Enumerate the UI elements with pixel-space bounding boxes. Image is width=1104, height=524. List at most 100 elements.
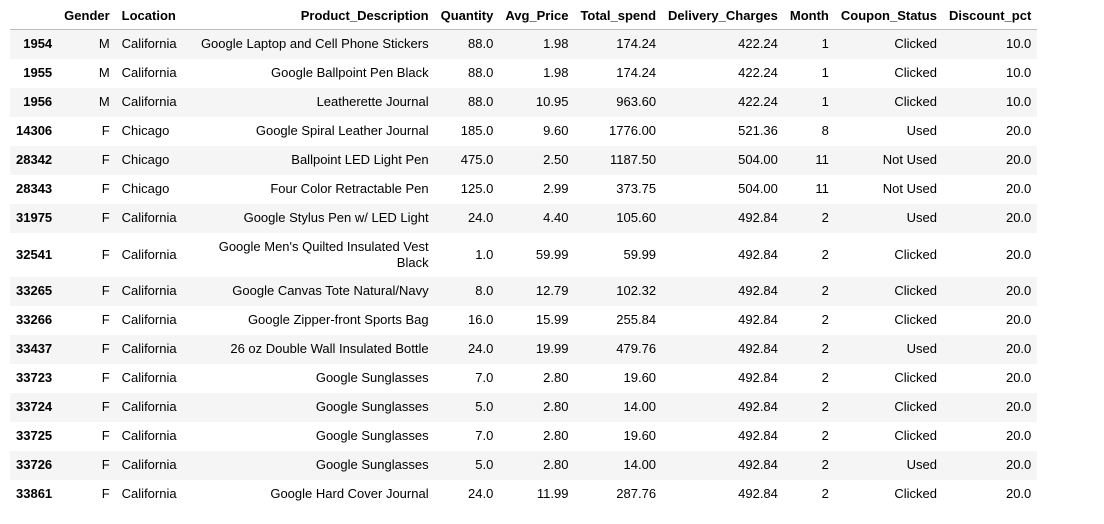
quantity-cell: 24.0 xyxy=(468,341,494,356)
product-description-cell: Google Sunglasses xyxy=(315,428,429,443)
coupon-status-cell: Clicked xyxy=(894,370,937,385)
delivery-charges-cell: 492.84 xyxy=(738,283,778,298)
gender-cell: M xyxy=(98,36,110,52)
row-index: 33725 xyxy=(16,428,53,443)
product-description-cell: Google Sunglasses xyxy=(315,399,429,414)
coupon-status-cell: Clicked xyxy=(894,399,937,414)
row-index: 33726 xyxy=(16,457,53,472)
gender-cell: M xyxy=(98,65,110,80)
delivery-charges-cell: 492.84 xyxy=(738,399,778,414)
row-index: 31975 xyxy=(16,210,53,225)
location-cell: California xyxy=(121,283,177,298)
header-row: Gender Location Product_Description Quantit… xyxy=(10,3,1038,30)
gender-cell: F xyxy=(101,341,110,356)
quantity-header: Quantity xyxy=(434,3,500,30)
location-cell: California xyxy=(121,370,177,385)
table-row: 33861 F California Google Hard Cover Journa… xyxy=(10,479,1038,509)
location-cell: California xyxy=(121,36,177,52)
discount-pct-cell: 20.0 xyxy=(1005,457,1032,472)
location-cell: California xyxy=(121,210,177,225)
delivery-charges-cell: 492.84 xyxy=(738,312,778,327)
avg-price-cell: 2.80 xyxy=(543,457,569,472)
month-cell: 11 xyxy=(815,181,829,196)
table-row: 33723 F California Google Sunglasses 7.0 2.80… xyxy=(10,363,1038,393)
delivery-charges-cell: 422.24 xyxy=(738,36,778,52)
product-description-cell: Google Ballpoint Pen Black xyxy=(271,65,429,80)
product-description-cell: Ballpoint LED Light Pen xyxy=(291,152,429,167)
month-cell: 8 xyxy=(821,123,829,138)
delivery-charges-cell: 492.84 xyxy=(738,457,778,472)
location-cell: California xyxy=(121,457,177,472)
row-index: 28343 xyxy=(16,181,53,196)
total-spend-cell: 255.84 xyxy=(616,312,657,327)
total-spend-cell: 59.99 xyxy=(623,246,657,262)
quantity-cell: 16.0 xyxy=(468,312,494,327)
coupon-status-cell: Clicked xyxy=(894,246,937,262)
product-description-cell: Four Color Retractable Pen xyxy=(270,181,429,196)
quantity-cell: 8.0 xyxy=(475,283,494,298)
quantity-cell: 7.0 xyxy=(475,370,494,385)
gender-cell: F xyxy=(101,152,110,167)
delivery-charges-cell: 492.84 xyxy=(738,370,778,385)
location-header: Location xyxy=(115,3,183,30)
delivery-charges-cell: 492.84 xyxy=(738,210,778,225)
quantity-cell: 125.0 xyxy=(460,181,494,196)
gender-cell: F xyxy=(101,457,110,472)
row-index: 1954 xyxy=(23,36,53,52)
delivery-charges-cell: 521.36 xyxy=(738,123,778,138)
table-row: 33725 F California Google Sunglasses 7.0 2.80… xyxy=(10,421,1038,451)
discount-pct-cell: 10.0 xyxy=(1005,65,1032,80)
gender-cell: F xyxy=(101,399,110,414)
product-description-cell: Google Laptop and Cell Phone Stickers xyxy=(200,36,429,52)
coupon-status-cell: Clicked xyxy=(894,65,937,80)
row-index: 33266 xyxy=(16,312,53,327)
delivery-charges-cell: 492.84 xyxy=(738,486,778,501)
coupon-status-cell: Not Used xyxy=(882,181,937,196)
avg-price-cell: 4.40 xyxy=(543,210,569,225)
coupon-status-cell: Clicked xyxy=(894,36,937,52)
coupon-status-cell: Clicked xyxy=(894,428,937,443)
month-cell: 2 xyxy=(821,428,829,443)
gender-cell: F xyxy=(101,181,110,196)
location-cell: Chicago xyxy=(121,181,170,196)
discount-pct-cell: 10.0 xyxy=(1005,94,1032,109)
coupon-status-cell: Clicked xyxy=(894,283,937,298)
total-spend-header: Total_spend xyxy=(574,3,663,30)
total-spend-cell: 1187.50 xyxy=(610,152,657,167)
month-cell: 1 xyxy=(821,94,829,109)
coupon-status-cell: Used xyxy=(906,457,937,472)
avg-price-cell: 12.79 xyxy=(535,283,569,298)
total-spend-cell: 373.75 xyxy=(616,181,657,196)
location-cell: California xyxy=(121,486,177,501)
quantity-cell: 5.0 xyxy=(475,457,494,472)
table-row: 1956 M California Leatherette Journal 88.0 10… xyxy=(10,87,1038,117)
coupon-status-cell: Not Used xyxy=(882,152,937,167)
avg-price-cell: 59.99 xyxy=(535,246,569,262)
total-spend-cell: 174.24 xyxy=(616,65,657,80)
product-description-cell: Google Sunglasses xyxy=(315,457,429,472)
product-description-cell: Leatherette Journal xyxy=(316,94,429,109)
discount-pct-cell: 20.0 xyxy=(1005,341,1032,356)
gender-cell: F xyxy=(101,210,110,225)
quantity-cell: 5.0 xyxy=(475,399,494,414)
month-cell: 2 xyxy=(821,210,829,225)
total-spend-cell: 963.60 xyxy=(616,94,657,109)
gender-cell: M xyxy=(98,94,110,109)
delivery-charges-cell: 504.00 xyxy=(738,181,778,196)
delivery-charges-cell: 504.00 xyxy=(738,152,778,167)
location-cell: California xyxy=(121,341,177,356)
avg-price-cell: 2.99 xyxy=(543,181,569,196)
gender-header: Gender xyxy=(58,3,116,30)
location-cell: California xyxy=(121,246,177,262)
quantity-cell: 1.0 xyxy=(475,246,494,262)
avg-price-cell: 19.99 xyxy=(535,341,569,356)
product-description-cell: Google Men's Quilted Insulated Vest Blac… xyxy=(218,238,429,270)
quantity-cell: 88.0 xyxy=(468,36,494,52)
coupon-status-cell: Clicked xyxy=(894,486,937,501)
coupon-status-header: Coupon_Status xyxy=(834,3,943,30)
avg-price-cell: 2.50 xyxy=(543,152,569,167)
gender-cell: F xyxy=(101,283,110,298)
avg-price-cell: 2.80 xyxy=(543,399,569,414)
product-description-cell: 26 oz Double Wall Insulated Bottle xyxy=(230,341,429,356)
month-cell: 2 xyxy=(821,370,829,385)
